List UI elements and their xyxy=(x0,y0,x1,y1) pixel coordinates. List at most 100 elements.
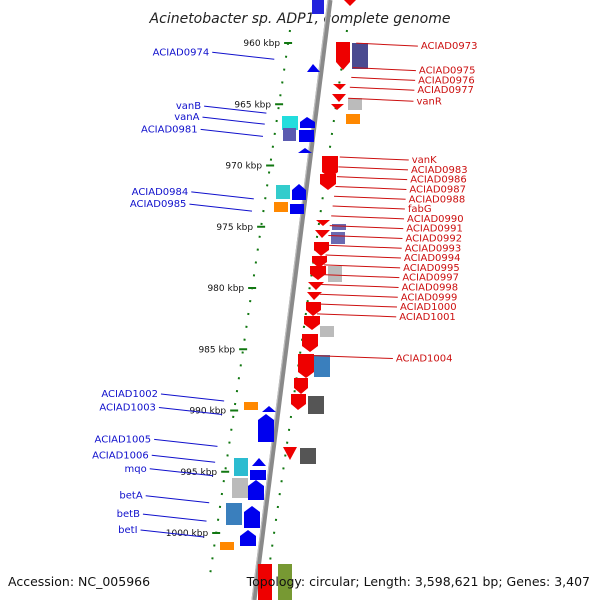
gene-arrow-icon xyxy=(306,302,321,316)
gene-arrow-icon xyxy=(331,104,344,110)
gene-block xyxy=(314,355,330,377)
gene-arrow-icon xyxy=(333,84,346,90)
gene-arrow-icon xyxy=(314,242,329,256)
gene-label[interactable]: ACIAD0994 xyxy=(404,253,461,264)
gene-arrow-icon xyxy=(320,174,336,190)
gene-arrow-icon xyxy=(322,156,338,178)
genome-backbone-highlight xyxy=(251,0,329,600)
map-title: Acinetobacter sp. ADP1, complete genome xyxy=(149,11,451,27)
gene-label[interactable]: ACIAD1004 xyxy=(396,354,453,365)
gene-label[interactable]: fabG xyxy=(408,204,432,215)
gene-leader-line xyxy=(142,513,207,522)
gene-block xyxy=(283,128,296,141)
gene-leader-line xyxy=(325,254,401,259)
gene-block xyxy=(348,98,362,110)
gene-leader-line xyxy=(332,205,405,210)
gene-label[interactable]: ACIAD0988 xyxy=(409,194,466,205)
gene-leader-line xyxy=(140,529,205,538)
gene-label[interactable]: ACIAD0981 xyxy=(141,124,198,135)
gene-label[interactable]: ACIAD1001 xyxy=(399,312,456,323)
gene-label[interactable]: ACIAD1006 xyxy=(92,450,149,461)
gene-arrow-icon xyxy=(298,354,314,378)
gene-label[interactable]: ACIAD0985 xyxy=(130,199,187,210)
gene-leader-line xyxy=(356,42,418,47)
gene-leader-line xyxy=(202,116,265,125)
gene-label[interactable]: ACIAD0992 xyxy=(405,233,462,244)
gene-leader-line xyxy=(158,407,223,415)
gene-label[interactable]: ACIAD0974 xyxy=(153,47,210,58)
gene-label[interactable]: ACIAD0990 xyxy=(407,214,464,225)
inner-ruler-line xyxy=(267,29,348,576)
gene-arrow-icon xyxy=(336,42,350,70)
gene-leader-line xyxy=(321,283,399,288)
gene-block xyxy=(332,224,346,230)
gene-arrow-icon xyxy=(332,94,346,102)
gene-label[interactable]: ACIAD0976 xyxy=(418,75,475,86)
gene-arrow-icon xyxy=(312,256,327,268)
gene-label[interactable]: ACIAD0983 xyxy=(411,165,468,176)
gene-leader-line xyxy=(310,355,393,359)
gene-arrow-icon xyxy=(291,394,306,410)
gene-label[interactable]: ACIAD0973 xyxy=(421,41,478,52)
gene-arrow-icon xyxy=(298,148,312,153)
gene-label[interactable]: betB xyxy=(117,509,140,520)
gene-label[interactable]: ACIAD1000 xyxy=(400,302,457,313)
gene-leader-line xyxy=(338,166,408,171)
gene-label[interactable]: ACIAD0998 xyxy=(402,282,459,293)
ruler-tick-label: 960 kbp xyxy=(243,39,280,49)
gene-label[interactable]: betI xyxy=(118,525,137,536)
gene-label[interactable]: vanK xyxy=(412,155,437,166)
gene-block xyxy=(220,542,234,550)
gene-leader-line xyxy=(334,195,406,200)
gene-arrow-icon xyxy=(307,64,320,72)
gene-arrow-icon xyxy=(244,506,260,528)
ruler-tick-label: 985 kbp xyxy=(198,345,235,355)
gene-leader-line xyxy=(351,76,416,81)
gene-label[interactable]: ACIAD1002 xyxy=(101,389,158,400)
gene-arrow-icon xyxy=(344,0,356,6)
gene-label[interactable]: ACIAD1003 xyxy=(99,403,156,414)
gene-label[interactable]: ACIAD1005 xyxy=(95,434,152,445)
ruler-tick-label: 995 kbp xyxy=(180,468,217,478)
genome-backbone xyxy=(251,0,333,600)
gene-label[interactable]: vanA xyxy=(174,112,199,123)
gene-label[interactable]: ACIAD0977 xyxy=(417,85,474,96)
gene-leader-line xyxy=(316,313,397,318)
gene-block xyxy=(278,564,292,600)
gene-block xyxy=(346,114,360,124)
gene-block xyxy=(232,478,248,498)
gene-label[interactable]: betA xyxy=(119,491,142,502)
gene-label[interactable]: ACIAD0999 xyxy=(401,292,458,303)
gene-label[interactable]: vanB xyxy=(176,101,201,112)
gene-label[interactable]: ACIAD0997 xyxy=(402,273,459,284)
gene-label[interactable]: vanR xyxy=(416,96,441,107)
gene-leader-line xyxy=(322,274,400,279)
gene-block xyxy=(258,564,272,600)
gene-block xyxy=(274,202,288,212)
gene-leader-line xyxy=(335,185,407,190)
gene-leader-line xyxy=(151,454,216,463)
gene-arrow-icon xyxy=(240,530,256,546)
ruler-tick-label: 980 kbp xyxy=(207,284,244,294)
gene-block xyxy=(244,402,258,410)
gene-label[interactable]: ACIAD0984 xyxy=(132,187,189,198)
gene-label[interactable]: ACIAD0987 xyxy=(409,184,466,195)
gene-arrow-icon xyxy=(302,334,318,352)
ruler-tick-label: 1000 kbp xyxy=(166,529,209,539)
gene-label[interactable]: ACIAD0986 xyxy=(410,175,467,186)
gene-label[interactable]: ACIAD0991 xyxy=(406,224,463,235)
gene-leader-line xyxy=(212,51,275,60)
gene-label[interactable]: ACIAD0975 xyxy=(419,66,476,77)
ruler-tick-label: 970 kbp xyxy=(225,162,262,172)
gene-leader-line xyxy=(348,97,414,102)
gene-label[interactable]: ACIAD0993 xyxy=(405,243,462,254)
gene-leader-line xyxy=(145,495,210,504)
gene-label[interactable]: ACIAD0995 xyxy=(403,263,460,274)
gene-block xyxy=(331,232,345,244)
gene-arrow-icon xyxy=(283,447,297,460)
gene-label[interactable]: mqo xyxy=(125,464,147,475)
gene-leader-line xyxy=(204,105,267,114)
gene-arrow-icon xyxy=(315,230,330,238)
reverse-strand-features xyxy=(220,0,324,550)
gene-arrow-icon xyxy=(252,458,266,466)
